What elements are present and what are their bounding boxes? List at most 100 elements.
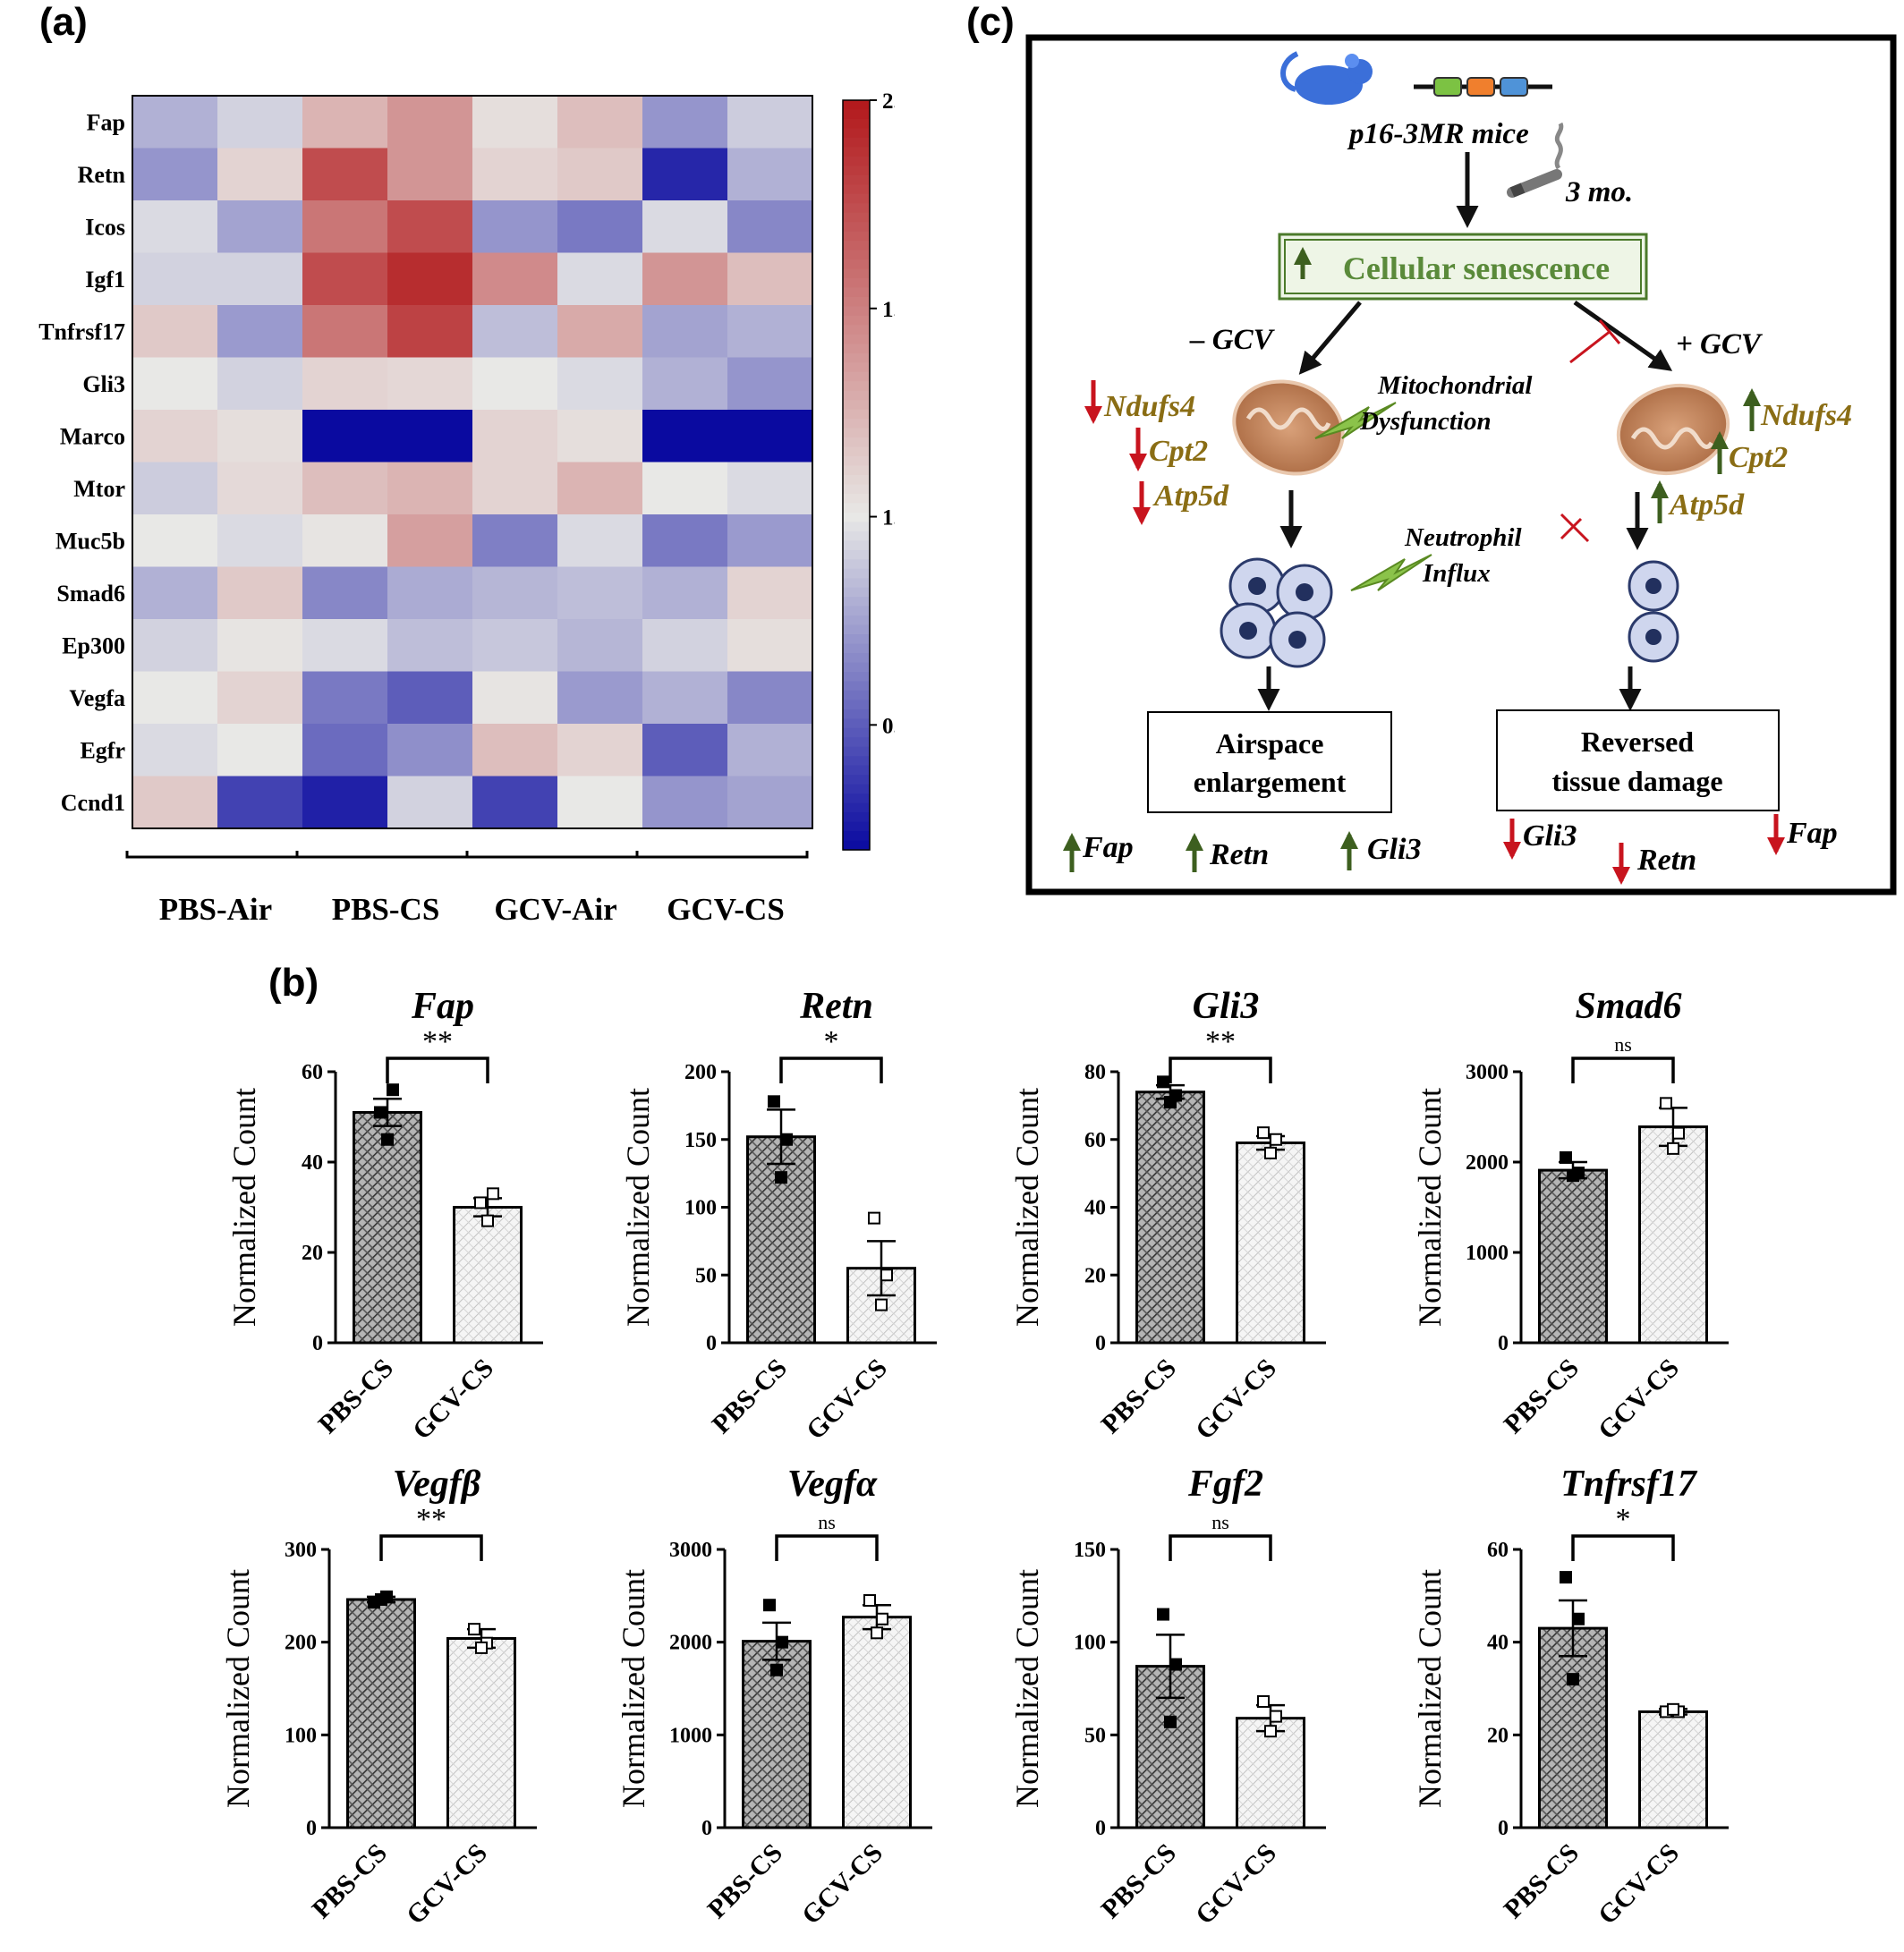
heatmap-cell [132,148,218,201]
heatmap-cell [727,776,813,829]
heatmap-cell [642,305,728,358]
heatmap-cell [387,776,473,829]
colorbar-segment [843,484,870,495]
colorbar-segment [843,268,870,279]
heatmap-cell [302,514,388,567]
colorbar-segment [843,259,870,270]
colorbar-segment [843,344,870,354]
bar-pbs-cs [346,1598,416,1829]
category-label: PBS-CS [313,1354,399,1439]
data-point [868,1211,880,1225]
neutrophil-cluster-left-icon [1220,557,1333,668]
colorbar-border [842,99,871,851]
significance-label: ** [416,1503,446,1536]
colorbar-segment [843,615,870,626]
colorbar-segment [843,681,870,692]
y-tick-label: 150 [684,1129,717,1152]
plus-gcv-label: + GCV [1676,328,1764,361]
heatmap-cell [302,776,388,829]
neutrophil-cluster-right-icon [1628,560,1679,663]
heatmap-cell [472,252,558,306]
group-label: PBS-CS [332,892,440,927]
gene-atp5d-up: Atp5d [1668,488,1745,522]
heatmap-cell [302,410,388,463]
y-tick-label: 20 [302,1242,323,1265]
heatmap-cell [132,357,218,411]
heatmap-cell [642,619,728,672]
colorbar-segment [843,643,870,654]
heatmap-cell [387,200,473,253]
heatmap-cell [557,252,643,306]
y-tick-label: 40 [302,1151,323,1175]
gene-fap-up: Fap [1082,831,1134,864]
heatmap-cell [217,96,303,149]
y-tick-label: 40 [1487,1632,1509,1655]
y-tick-label: 50 [695,1264,717,1287]
data-point [1660,1097,1672,1110]
heatmap-row-label: Tnfrsf17 [38,318,125,344]
data-point [776,1635,788,1649]
colorbar-segment [843,446,870,457]
heatmap-cell [642,148,728,201]
y-tick-label: 100 [1074,1632,1106,1655]
y-tick-label: 50 [1084,1724,1106,1747]
data-point [1157,1075,1169,1089]
colorbar-segment [843,606,870,616]
colorbar-segment [843,165,870,176]
y-axis-label: Normalized Count [1009,1569,1045,1808]
colorbar-segment [843,549,870,560]
heatmap-row-label: Fap [87,109,125,135]
y-tick-label: 1000 [1466,1242,1509,1265]
heatmap-cell [387,566,473,620]
heatmap-row-label: Muc5b [55,528,125,554]
data-point [1264,1725,1277,1738]
significance-label: ** [422,1025,453,1058]
heatmap-row-label: Marco [60,423,125,449]
gene-ndufs4-up: Ndufs4 [1760,399,1852,432]
colorbar-segment [843,156,870,166]
heatmap-cell [727,357,813,411]
heatmap-cell [387,96,473,149]
data-point [1264,1146,1277,1159]
colorbar-segment [843,756,870,767]
significance-label: * [824,1025,839,1058]
heatmap-cell [557,724,643,777]
colorbar-tick-label: 1.0 [882,506,895,530]
colorbar-segment [843,821,870,832]
colorbar-segment [843,184,870,195]
colorbar-segment [843,419,870,429]
y-tick-label: 200 [684,1061,717,1084]
colorbar-segment [843,503,870,513]
y-tick-label: 20 [1487,1724,1509,1747]
colorbar-segment [843,578,870,589]
heatmap-cell [132,252,218,306]
colorbar-segment [843,812,870,823]
colorbar-segment [843,671,870,683]
heatmap-cell [302,357,388,411]
heatmap-cell [557,410,643,463]
colorbar-segment [843,381,870,392]
heatmap-cell [727,566,813,620]
outcome-left-1: Airspace [1216,727,1324,760]
y-tick-label: 0 [312,1332,323,1355]
heatmap-cell [217,462,303,515]
colorbar-segment [843,250,870,260]
colorbar-segment [843,371,870,382]
heatmap-cell [302,148,388,201]
lightning-icon-neutrophil [1350,554,1432,591]
outcome-left-2: enlargement [1194,766,1347,798]
data-point [375,1592,387,1606]
group-label: GCV-CS [667,892,785,927]
colorbar-segment [843,390,870,401]
heatmap-cell [302,305,388,358]
group-label: GCV-Air [494,892,616,927]
heatmap-cell [387,514,473,567]
bar-gcv-cs [1638,1710,1708,1829]
heatmap-cell [132,776,218,829]
data-point [1169,1089,1182,1102]
bar-pbs-cs [1538,1626,1608,1829]
bar-chart-title: Gli3 [1193,986,1260,1027]
colorbar-segment [843,802,870,813]
heatmap-cell [557,148,643,201]
colorbar-segment [843,475,870,486]
